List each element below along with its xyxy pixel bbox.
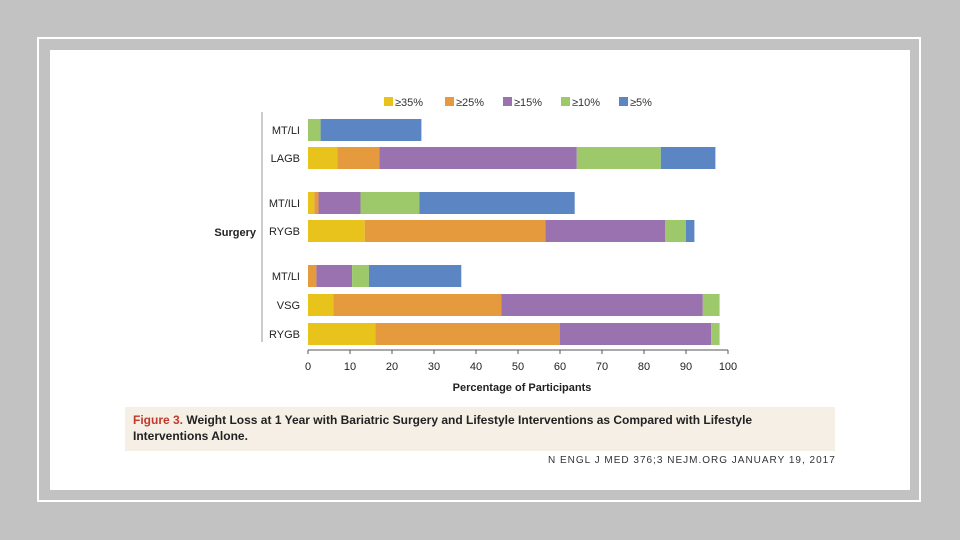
bar-segment [308, 192, 315, 214]
bar-segment [665, 220, 686, 242]
bar-segment [702, 294, 720, 316]
bar-segment [337, 147, 380, 169]
legend: ≥35% ≥25% ≥15% ≥10% ≥5% [384, 97, 652, 109]
x-tick-label: 20 [386, 361, 398, 373]
bar-segment [560, 323, 712, 345]
bar-segment [333, 294, 502, 316]
figure-caption-text: Weight Loss at 1 Year with Bariatric Sur… [133, 413, 753, 443]
bar-segment [308, 119, 321, 141]
figure-caption-label: Figure 3. [133, 413, 184, 427]
bars [308, 119, 720, 345]
category-label: MT/LI [272, 125, 300, 137]
x-tick-label: 10 [344, 361, 356, 373]
bar-segment [368, 265, 462, 287]
x-tick-label: 100 [719, 361, 737, 373]
bar-segment [375, 323, 560, 345]
slide-frame [37, 37, 921, 502]
bar-segment [660, 147, 716, 169]
category-labels: MT/LI LAGB MT/ILI RYGB MT/LI VSG RYGB [269, 125, 300, 341]
bar-segment [316, 265, 353, 287]
bar-segment [379, 147, 577, 169]
legend-swatch [384, 97, 393, 106]
x-tick-label: 0 [305, 361, 311, 373]
bar-segment [308, 220, 365, 242]
bar-segment [419, 192, 575, 214]
x-tick-label: 30 [428, 361, 440, 373]
category-label: MT/ILI [269, 198, 300, 210]
bar-segment [320, 119, 422, 141]
legend-swatch [445, 97, 454, 106]
bar-segment [352, 265, 369, 287]
bar-segment [308, 265, 317, 287]
x-tick-label: 70 [596, 361, 608, 373]
bar-segment [318, 192, 361, 214]
group-label: Surgery [214, 227, 256, 239]
x-axis-title: Percentage of Participants [453, 382, 592, 394]
bar-segment [360, 192, 420, 214]
bar-segment [314, 192, 319, 214]
legend-label: ≥25% [456, 97, 484, 109]
bar-segment [686, 220, 695, 242]
category-label: MT/LI [272, 271, 300, 283]
bar-segment [364, 220, 546, 242]
legend-label: ≥10% [572, 97, 600, 109]
legend-swatch [503, 97, 512, 106]
legend-label: ≥35% [395, 97, 423, 109]
category-label: RYGB [269, 226, 300, 238]
bar-segment [308, 323, 376, 345]
bar-segment [711, 323, 720, 345]
bar-segment [308, 147, 338, 169]
x-tick-label: 40 [470, 361, 482, 373]
legend-swatch [619, 97, 628, 106]
category-label: VSG [277, 300, 300, 312]
category-label: RYGB [269, 329, 300, 341]
legend-label: ≥5% [630, 97, 652, 109]
bar-segment [576, 147, 661, 169]
bar-segment [308, 294, 334, 316]
legend-label: ≥15% [514, 97, 542, 109]
x-tick-label: 60 [554, 361, 566, 373]
legend-swatch [561, 97, 570, 106]
x-tick-label: 50 [512, 361, 524, 373]
bar-segment [501, 294, 703, 316]
x-tick-label: 80 [638, 361, 650, 373]
x-axis: 0 10 20 30 40 50 60 70 80 90 100 [305, 349, 737, 373]
figure-caption: Figure 3. Weight Loss at 1 Year with Bar… [125, 407, 835, 451]
journal-citation: N ENGL J MED 376;3 NEJM.ORG JANUARY 19, … [548, 455, 836, 466]
bar-segment [545, 220, 665, 242]
x-tick-label: 90 [680, 361, 692, 373]
category-label: LAGB [271, 153, 300, 165]
